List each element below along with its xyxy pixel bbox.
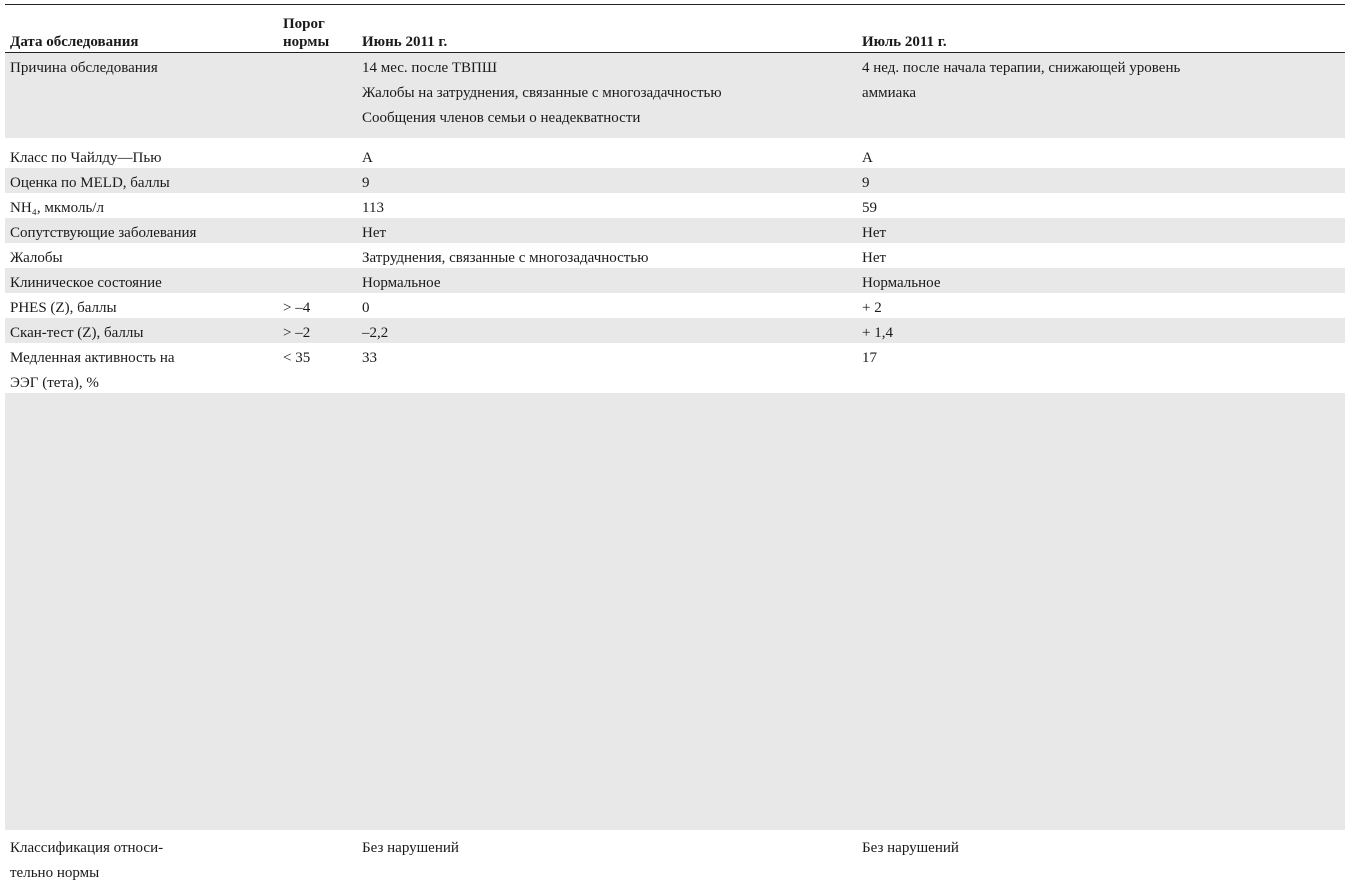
cell-text: Медленная активность на xyxy=(10,346,175,371)
table-cell: Без нарушений xyxy=(362,836,459,861)
cell-text: нормы xyxy=(283,33,329,51)
table-cell: Дата обследования xyxy=(10,33,138,51)
cell-text: тельно нормы xyxy=(10,861,163,886)
cell-text: Классификация относи- xyxy=(10,836,163,861)
eeg-row xyxy=(5,393,1345,830)
table-cell: 17 xyxy=(862,346,877,371)
cell-text: Сообщения членов семьи о неадекватности xyxy=(362,106,722,131)
cell-text: 14 мес. после ТВПШ xyxy=(362,56,722,81)
table-cell: 33 xyxy=(362,346,377,371)
cell-text: аммиака xyxy=(862,81,1180,106)
cell-text: Июнь 2011 г. xyxy=(362,33,447,51)
cell-text: Порог xyxy=(283,15,329,33)
cell-text: < 35 xyxy=(283,346,310,371)
cell-text: 4 нед. после начала терапии, снижающей у… xyxy=(862,56,1180,81)
table-cell: Классификация относи-тельно нормы xyxy=(10,836,163,886)
cell-text: Без нарушений xyxy=(362,836,459,861)
table-cell: Причина обследования xyxy=(10,56,158,81)
cell-text: Причина обследования xyxy=(10,56,158,81)
cell-text: 33 xyxy=(362,346,377,371)
table-cell: 4 нед. после начала терапии, снижающей у… xyxy=(862,56,1180,106)
table-cell: < 35 xyxy=(283,346,310,371)
table-cell: Июнь 2011 г. xyxy=(362,33,447,51)
table-cell: Июль 2011 г. xyxy=(862,33,947,51)
cell-text: Июль 2011 г. xyxy=(862,33,947,51)
table-cell: Без нарушений xyxy=(862,836,959,861)
cell-text: Без нарушений xyxy=(862,836,959,861)
cell-text: Жалобы на затруднения, связанные с много… xyxy=(362,81,722,106)
cell-text: 17 xyxy=(862,346,877,371)
page: P4 O2Fp2 F8F8 T4T4 T6T6 O2Fp1 F3F3 C3C3 … xyxy=(0,0,1345,882)
cell-text: Дата обследования xyxy=(10,33,138,51)
table-row: Скан-тест (Z), баллы> –2–2,2+ 1,4 xyxy=(5,318,1345,343)
